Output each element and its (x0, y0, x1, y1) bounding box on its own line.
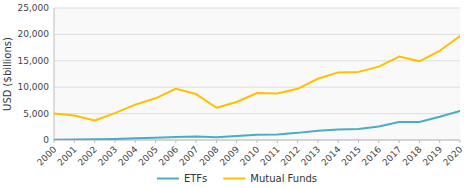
x-tick (257, 140, 258, 143)
x-tick (54, 140, 55, 143)
series-lines (54, 36, 460, 140)
x-tick (439, 140, 440, 143)
x-tick-label: 2000 (35, 144, 58, 167)
x-tick-label: 2014 (319, 144, 342, 167)
y-grid (54, 8, 460, 140)
x-tick (378, 140, 379, 143)
x-tick-label: 2008 (198, 144, 221, 167)
x-tick-label: 2009 (218, 144, 241, 167)
legend: ETFs Mutual Funds (157, 173, 317, 184)
legend-label: Mutual Funds (250, 173, 317, 184)
x-tick (277, 140, 278, 143)
y-tick-label: 10,000 (18, 82, 50, 92)
plot-background (54, 8, 460, 140)
x-tick (135, 140, 136, 143)
x-tick (419, 140, 420, 143)
chart: 05,00010,00015,00020,00025,0002000200120… (0, 0, 474, 188)
x-tick (94, 140, 95, 143)
x-tick (155, 140, 156, 143)
x-tick-label: 2019 (421, 144, 444, 167)
y-tick-label: 15,000 (18, 56, 50, 66)
x-tick-label: 2004 (116, 144, 139, 167)
series-line (54, 36, 460, 120)
grid-line (54, 87, 460, 88)
y-tick-label: 20,000 (18, 29, 50, 39)
grid-line (54, 8, 460, 9)
x-tick-label: 2016 (360, 144, 383, 167)
x-tick (216, 140, 217, 143)
legend-swatch (157, 178, 179, 180)
x-tick-label: 2003 (96, 144, 119, 167)
x-tick (358, 140, 359, 143)
y-tick-labels: 0 5,000 10,000 15,000 20,000 25,000 (18, 3, 50, 145)
y-tick-label: 5,000 (23, 109, 49, 119)
x-tick (317, 140, 318, 143)
x-tick-label: 2011 (258, 144, 281, 167)
x-tick-label: 2006 (157, 144, 180, 167)
x-tick (175, 140, 176, 143)
x-tick (114, 140, 115, 143)
series-line (54, 111, 460, 140)
x-tick-labels: 2000200120022003200420052006200720082009… (35, 140, 464, 168)
x-tick-label: 2020 (441, 144, 464, 167)
legend-swatch (223, 178, 245, 180)
legend-label: ETFs (184, 173, 207, 184)
x-tick-label: 2012 (279, 144, 302, 167)
y-tick-label: 25,000 (18, 3, 50, 13)
x-tick-label: 2007 (177, 144, 200, 167)
x-tick-label: 2005 (137, 144, 160, 167)
x-tick-label: 2018 (401, 144, 424, 167)
y-tick-label: 0 (43, 135, 49, 145)
x-tick-label: 2015 (340, 144, 363, 167)
x-tick-label: 2010 (238, 144, 261, 167)
grid-line (54, 34, 460, 35)
x-tick (297, 140, 298, 143)
grid-line (54, 60, 460, 61)
x-tick (399, 140, 400, 143)
y-axis-label: USD ($billions) (2, 37, 13, 111)
x-tick-label: 2013 (299, 144, 322, 167)
x-tick (236, 140, 237, 143)
x-tick-label: 2017 (380, 144, 403, 167)
x-tick (338, 140, 339, 143)
y-axis-line (54, 8, 55, 140)
x-tick (196, 140, 197, 143)
x-tick-label: 2001 (55, 144, 78, 167)
x-tick-label: 2002 (76, 144, 99, 167)
x-tick (74, 140, 75, 143)
x-tick (460, 140, 461, 143)
